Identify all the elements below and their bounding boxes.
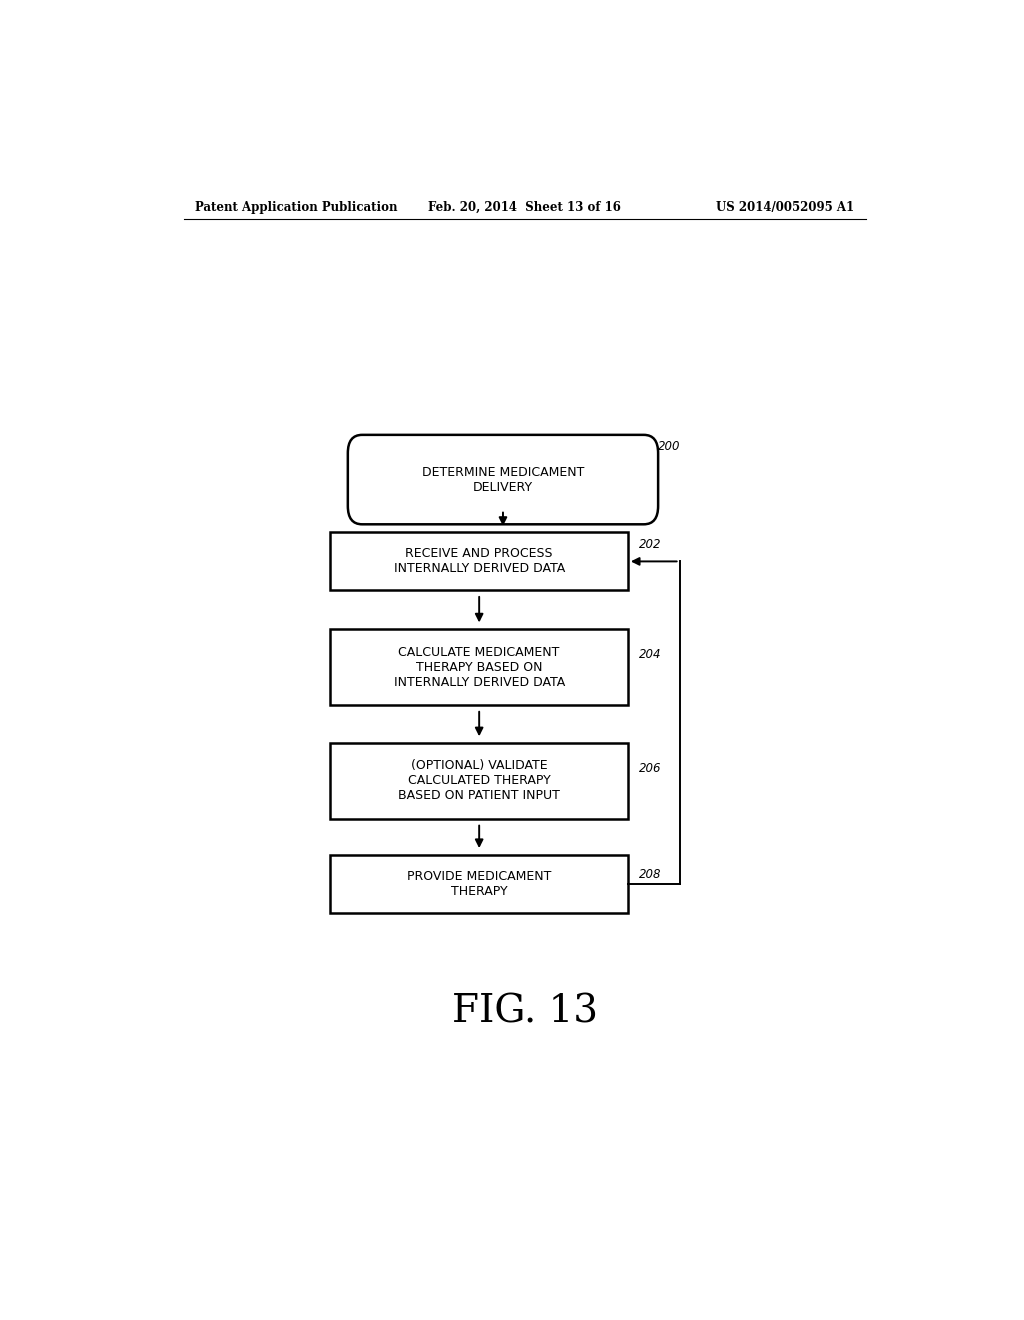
Bar	[331, 743, 628, 818]
Bar	[331, 630, 628, 705]
Text: FIG. 13: FIG. 13	[452, 994, 598, 1031]
Bar	[331, 532, 628, 590]
Text: 200: 200	[658, 440, 681, 453]
Text: DETERMINE MEDICAMENT
DELIVERY: DETERMINE MEDICAMENT DELIVERY	[422, 466, 584, 494]
Text: RECEIVE AND PROCESS
INTERNALLY DERIVED DATA: RECEIVE AND PROCESS INTERNALLY DERIVED D…	[393, 548, 565, 576]
Text: 208: 208	[639, 869, 662, 882]
Text: (OPTIONAL) VALIDATE
CALCULATED THERAPY
BASED ON PATIENT INPUT: (OPTIONAL) VALIDATE CALCULATED THERAPY B…	[398, 759, 560, 803]
Text: Patent Application Publication: Patent Application Publication	[196, 201, 398, 214]
Text: Feb. 20, 2014  Sheet 13 of 16: Feb. 20, 2014 Sheet 13 of 16	[428, 201, 622, 214]
Text: US 2014/0052095 A1: US 2014/0052095 A1	[716, 201, 854, 214]
Text: 206: 206	[639, 762, 662, 775]
FancyBboxPatch shape	[348, 434, 658, 524]
Bar	[331, 854, 628, 912]
Text: CALCULATE MEDICAMENT
THERAPY BASED ON
INTERNALLY DERIVED DATA: CALCULATE MEDICAMENT THERAPY BASED ON IN…	[393, 645, 565, 689]
Text: PROVIDE MEDICAMENT
THERAPY: PROVIDE MEDICAMENT THERAPY	[407, 870, 551, 898]
Text: 204: 204	[639, 648, 662, 661]
Text: 202: 202	[639, 539, 662, 552]
